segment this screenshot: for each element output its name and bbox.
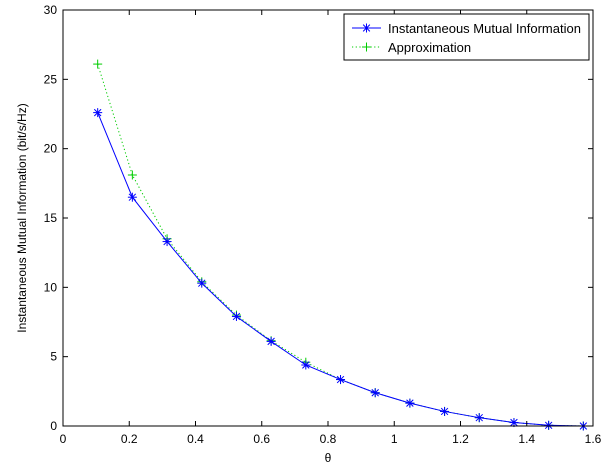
x-axis-label: θ — [325, 451, 332, 465]
x-tick-label: 0.8 — [320, 432, 337, 446]
data-point-mutual-information — [405, 398, 415, 408]
data-point-approximation — [93, 59, 103, 69]
legend-box — [343, 13, 590, 61]
data-point-mutual-information — [197, 278, 207, 288]
data-point-mutual-information — [440, 406, 450, 416]
data-point-approximation — [127, 170, 137, 180]
legend-marker-mutual-information — [362, 23, 371, 33]
y-tick-label: 5 — [50, 350, 57, 364]
legend: Instantaneous Mutual Information Approxim… — [343, 13, 590, 61]
legend-label-approximation: Approximation — [388, 40, 471, 55]
legend-label-mutual-information: Instantaneous Mutual Information — [388, 21, 581, 36]
data-point-mutual-information — [162, 237, 172, 247]
y-tick-label: 25 — [44, 72, 58, 86]
data-point-mutual-information — [370, 388, 380, 398]
data-point-mutual-information — [509, 418, 519, 428]
data-point-mutual-information — [93, 108, 103, 118]
x-tick-label: 1.4 — [518, 432, 535, 446]
x-tick-label: 0.4 — [187, 432, 204, 446]
data-point-mutual-information — [474, 413, 484, 423]
data-point-mutual-information — [266, 336, 276, 346]
series-mutual-information — [93, 108, 588, 431]
x-tick-label: 1.6 — [585, 432, 602, 446]
data-point-mutual-information — [301, 360, 311, 370]
y-tick-label: 15 — [44, 211, 58, 225]
y-tick-label: 0 — [50, 419, 57, 433]
y-tick-label: 10 — [44, 280, 58, 294]
y-tick-label: 30 — [44, 3, 58, 17]
x-tick-label: 0.2 — [121, 432, 138, 446]
y-tick-label: 20 — [44, 142, 58, 156]
data-point-mutual-information — [336, 375, 346, 385]
y-axis-label: Instantaneous Mutual Information (bit/s/… — [15, 103, 29, 332]
legend-marker-approximation — [362, 42, 371, 52]
x-tick-label: 0 — [60, 432, 67, 446]
x-tick-label: 0.6 — [253, 432, 270, 446]
x-tick-label: 1.2 — [452, 432, 469, 446]
x-tick-label: 1 — [391, 432, 398, 446]
data-point-mutual-information — [127, 192, 137, 202]
data-point-mutual-information — [544, 420, 554, 430]
data-point-mutual-information — [231, 311, 241, 321]
